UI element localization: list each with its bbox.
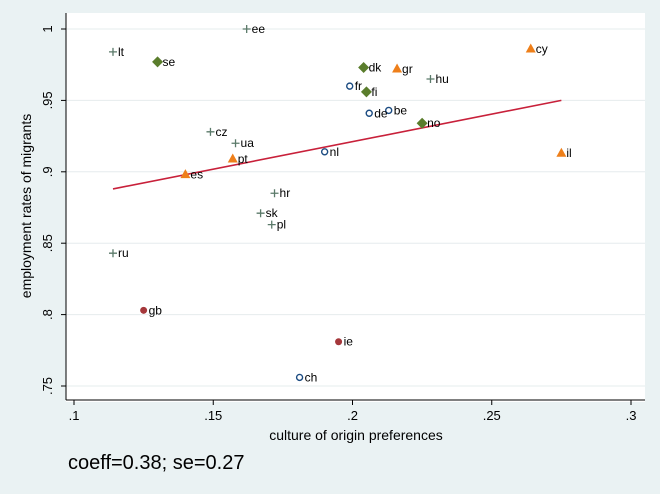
plus-marker — [108, 47, 117, 56]
data-point-ch: ch — [295, 370, 318, 384]
y-tick-label: .9 — [40, 166, 55, 177]
point-label: il — [566, 146, 571, 160]
x-axis-title: culture of origin preferences — [269, 427, 443, 443]
data-point-de: de — [365, 106, 388, 120]
y-tick-label: .75 — [40, 377, 55, 395]
triangle-marker — [525, 43, 536, 53]
x-axis-ticks: .1 .15 .2 .25 .3 — [69, 400, 637, 423]
data-point-lt: lt — [108, 45, 125, 59]
point-label: fr — [355, 79, 362, 93]
plot-area — [66, 13, 645, 402]
data-point-fr: fr — [346, 79, 362, 93]
data-point-ie: ie — [335, 335, 353, 349]
point-label: ie — [344, 335, 354, 349]
x-tick-label: .25 — [483, 408, 501, 423]
coefficient-note: coeff=0.38; se=0.27 — [68, 452, 245, 474]
diamond-marker — [152, 56, 164, 68]
data-point-gb: gb — [140, 303, 162, 317]
data-point-hr: hr — [270, 186, 291, 200]
y-tick-label: 1 — [40, 25, 55, 32]
plus-marker — [206, 127, 215, 136]
data-point-nl: nl — [320, 145, 339, 159]
y-axis-ticks: .75 .8 .85 .9 .95 1 — [40, 25, 66, 395]
point-label: dk — [369, 61, 383, 75]
point-label: cz — [215, 125, 227, 139]
hollow-circle-marker — [320, 148, 329, 156]
data-point-ru: ru — [108, 246, 129, 260]
dot-marker — [140, 306, 148, 314]
data-point-cz: cz — [206, 125, 227, 139]
data-point-gr: gr — [392, 62, 413, 76]
plus-marker — [270, 189, 279, 198]
hollow-circle-marker — [385, 106, 393, 115]
x-tick-label: .1 — [69, 408, 80, 423]
data-point-ua: ua — [231, 136, 255, 150]
plus-marker — [426, 74, 435, 83]
point-label: no — [427, 116, 441, 130]
data-point-il: il — [556, 146, 572, 160]
x-tick-label: .15 — [204, 408, 222, 423]
point-label: sk — [266, 206, 279, 220]
data-point-ee: ee — [242, 22, 266, 36]
plus-marker — [242, 25, 251, 33]
data-point-fi: fi — [360, 85, 377, 99]
hollow-circle-marker — [295, 373, 304, 382]
point-label: be — [394, 103, 408, 117]
y-axis-title: employment rates of migrants — [18, 114, 34, 298]
point-label: gr — [402, 62, 413, 76]
data-point-pl: pl — [267, 218, 286, 232]
data-point-hu: hu — [426, 72, 449, 86]
data-point-se: se — [152, 55, 176, 69]
point-label: ru — [118, 246, 129, 260]
triangle-marker — [556, 147, 567, 157]
plus-marker — [231, 139, 240, 148]
point-label: de — [374, 106, 388, 120]
triangle-marker — [180, 169, 191, 179]
y-tick-label: .8 — [40, 309, 55, 320]
point-label: ua — [241, 136, 255, 150]
data-point-be: be — [385, 103, 408, 117]
point-label: pl — [277, 218, 286, 232]
point-label: hr — [280, 186, 291, 200]
plus-marker — [256, 209, 265, 218]
hollow-circle-marker — [365, 109, 373, 117]
diamond-marker — [416, 117, 428, 129]
x-tick-label: .3 — [626, 408, 637, 423]
dot-marker — [335, 338, 343, 346]
triangle-marker — [392, 63, 403, 73]
y-tick-label: .85 — [40, 234, 55, 252]
data-point-sk: sk — [256, 206, 279, 220]
data-point-es: es — [180, 168, 203, 182]
diamond-marker — [358, 62, 370, 74]
x-tick-label: .2 — [347, 408, 358, 423]
data-point-cy: cy — [525, 42, 548, 56]
point-label: es — [190, 168, 203, 182]
diamond-marker — [360, 86, 372, 98]
point-label: ch — [305, 370, 318, 384]
hollow-circle-marker — [346, 82, 354, 90]
plus-marker — [267, 220, 276, 229]
data-point-no: no — [416, 116, 441, 130]
y-tick-label: .95 — [40, 91, 55, 109]
triangle-marker — [227, 153, 238, 163]
point-label: hu — [435, 72, 448, 86]
point-label: fi — [371, 85, 377, 99]
point-label: lt — [118, 45, 125, 59]
data-point-dk: dk — [358, 61, 382, 75]
point-label: gb — [149, 303, 163, 317]
point-label: cy — [536, 42, 548, 56]
plus-marker — [108, 249, 117, 258]
point-label: se — [163, 55, 176, 69]
point-label: ee — [252, 22, 266, 36]
point-label: pt — [238, 152, 249, 166]
data-point-pt: pt — [227, 152, 249, 166]
gridlines — [66, 28, 645, 387]
point-label: nl — [330, 145, 339, 159]
